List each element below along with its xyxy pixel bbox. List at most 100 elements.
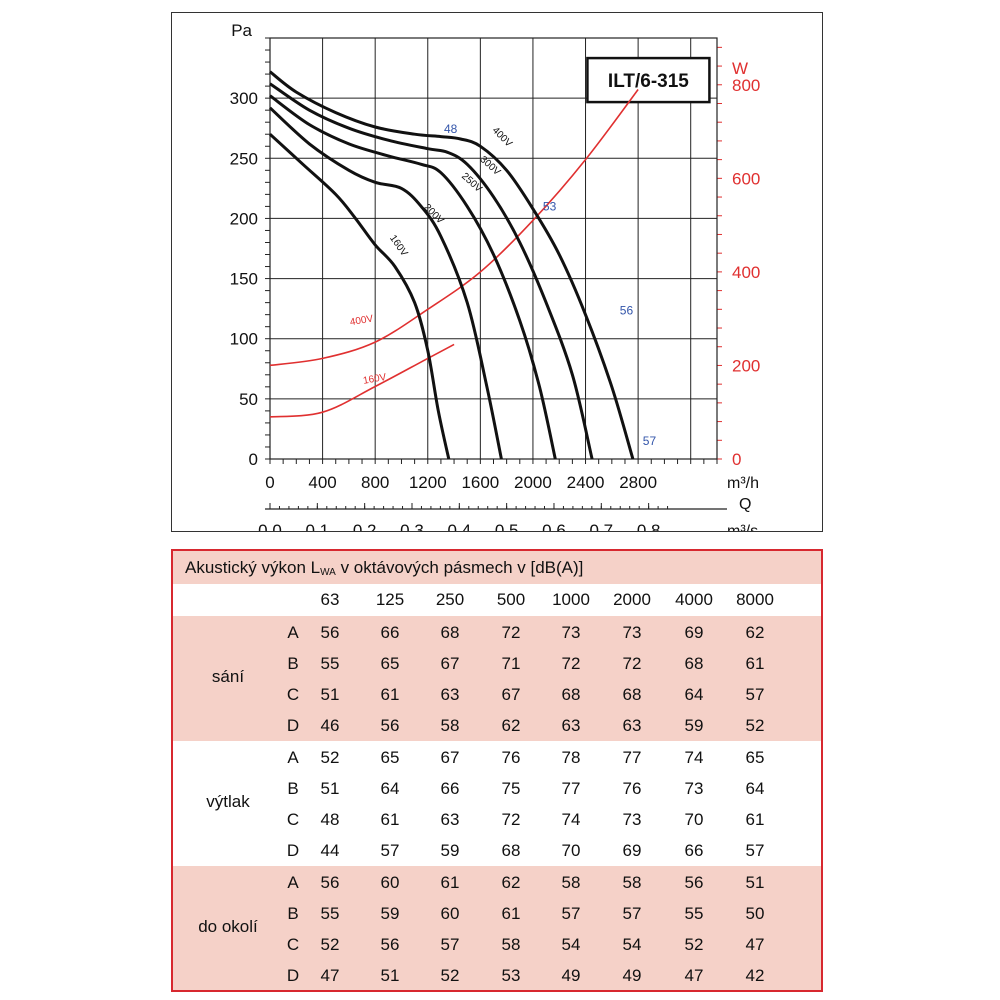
y-right-tick-label: 200 (732, 356, 760, 375)
table-cell: 57 (440, 935, 460, 954)
table-cell: 61 (380, 810, 400, 829)
y-right-tick-label: 800 (732, 76, 760, 95)
y-right-axis-label: W (732, 59, 748, 78)
row-letter: D (286, 841, 300, 860)
x-m3s-tick-label: 0.4 (447, 521, 471, 531)
table-cell: 68 (684, 654, 704, 673)
table-cell: 63 (440, 685, 460, 704)
table-cell: 61 (745, 654, 765, 673)
acoustic-power-table: Akustický výkon LWA v oktávových pásmech… (171, 549, 823, 992)
table-cell: 73 (622, 623, 642, 642)
y-left-tick-label: 300 (230, 89, 258, 108)
row-letter: A (287, 748, 299, 767)
table-cell: 48 (320, 810, 340, 829)
table-group: do okolí A 56 60 61 62 58 58 56 51 B 55 59 60 61 57 57 55… (173, 866, 821, 990)
table-cell: 47 (684, 966, 704, 985)
table-cell: 56 (320, 873, 340, 892)
x-m3h-tick-label: 2000 (514, 473, 552, 492)
table-cell: 59 (380, 904, 400, 923)
row-letter: B (287, 779, 299, 798)
x-m3s-tick-label: 0.3 (400, 521, 424, 531)
x-m3h-tick-label: 400 (308, 473, 336, 492)
table-cell: 73 (684, 779, 704, 798)
table-title-sub: WA (320, 567, 336, 578)
frequency-header-row: 63 125 250 500 1000 2000 4000 8000 (173, 584, 821, 616)
table-cell: 56 (320, 623, 340, 642)
table-cell: 61 (440, 873, 460, 892)
y-right-tick-label: 0 (732, 450, 741, 469)
table-group: výtlak A 52 65 67 76 78 77 74 65 B 51 64 66 75 77 76 73 64… (173, 741, 821, 866)
table-cell: 61 (380, 685, 400, 704)
table-cell: 69 (684, 623, 704, 642)
table-cell: 58 (561, 873, 581, 892)
table-cell: 68 (622, 685, 642, 704)
y-left-tick-label: 150 (230, 270, 258, 289)
pressure-curve-label-160v: 160V (387, 233, 410, 259)
efficiency-label-48: 48 (444, 122, 458, 136)
table-body: sání A 56 66 68 72 73 73 69 62 B 55 65 67 71 72 72 68 61 C 5… (173, 616, 821, 990)
x-m3s-tick-label: 0.1 (306, 521, 330, 531)
model-label: ILT/6-315 (608, 71, 689, 92)
table-cell: 76 (622, 779, 642, 798)
pressure-curve-300v (269, 82, 594, 460)
efficiency-label-57: 57 (643, 434, 657, 448)
table-cell: 59 (684, 716, 704, 735)
table-cell: 67 (440, 654, 460, 673)
power-curve-400v (269, 89, 639, 367)
table-cell: 61 (501, 904, 521, 923)
table-cell: 66 (380, 623, 400, 642)
table-cell: 65 (745, 748, 765, 767)
table-cell: 47 (320, 966, 340, 985)
table-cell: 68 (440, 623, 460, 642)
table-cell: 52 (684, 935, 704, 954)
table-cell: 71 (501, 654, 521, 673)
row-letter: B (287, 654, 299, 673)
table-cell: 44 (320, 841, 340, 860)
table-cell: 77 (561, 779, 581, 798)
frequency-header: 250 (435, 590, 465, 609)
x-m3h-tick-label: 1200 (409, 473, 447, 492)
table-cell: 58 (622, 873, 642, 892)
row-letter: D (286, 716, 300, 735)
y-left-tick-label: 50 (239, 390, 258, 409)
table-cell: 70 (684, 810, 704, 829)
table-title: Akustický výkon LWA v oktávových pásmech… (173, 551, 821, 584)
fan-performance-chart: 0 50 100 150 200 250 300 Pa 0 200 400 600 800 W 0 400 80… (171, 12, 823, 532)
y-left-tick-label: 0 (249, 450, 258, 469)
table-cell: 42 (745, 966, 765, 985)
table-cell: 55 (320, 654, 340, 673)
table-group: sání A 56 66 68 72 73 73 69 62 B 55 65 67 71 72 72 68 61 C 5… (173, 616, 821, 741)
table-cell: 52 (320, 935, 340, 954)
table-cell: 60 (380, 873, 400, 892)
power-curve-label-400v: 400V (349, 313, 374, 328)
table-cell: 52 (440, 966, 460, 985)
table-cell: 49 (622, 966, 642, 985)
pressure-curve-250v (269, 94, 557, 460)
table-cell: 69 (622, 841, 642, 860)
x-m3s-tick-label: 0.5 (495, 521, 519, 531)
frequency-header: 125 (375, 590, 405, 609)
table-cell: 50 (745, 904, 765, 923)
table-cell: 67 (440, 748, 460, 767)
power-curve-160v (269, 343, 455, 418)
row-letter: B (287, 904, 299, 923)
power-curve-label-160v: 160V (362, 372, 387, 387)
row-letter: C (286, 685, 300, 704)
table-cell: 68 (561, 685, 581, 704)
x-m3s-tick-label: 0.8 (637, 521, 661, 531)
table-cell: 62 (501, 716, 521, 735)
table-cell: 55 (320, 904, 340, 923)
table-cell: 56 (380, 935, 400, 954)
table-cell: 51 (745, 873, 765, 892)
table-cell: 68 (501, 841, 521, 860)
y-left-axis-label: Pa (231, 21, 252, 40)
pressure-curve-160v (268, 133, 451, 460)
y-left-tick-label: 200 (230, 209, 258, 228)
row-letter: A (287, 623, 299, 642)
x-m3s-tick-label: 0.0 (258, 521, 282, 531)
table-cell: 52 (745, 716, 765, 735)
x-m3s-tick-label: 0.7 (589, 521, 613, 531)
table-cell: 51 (320, 779, 340, 798)
table-cell: 56 (380, 716, 400, 735)
